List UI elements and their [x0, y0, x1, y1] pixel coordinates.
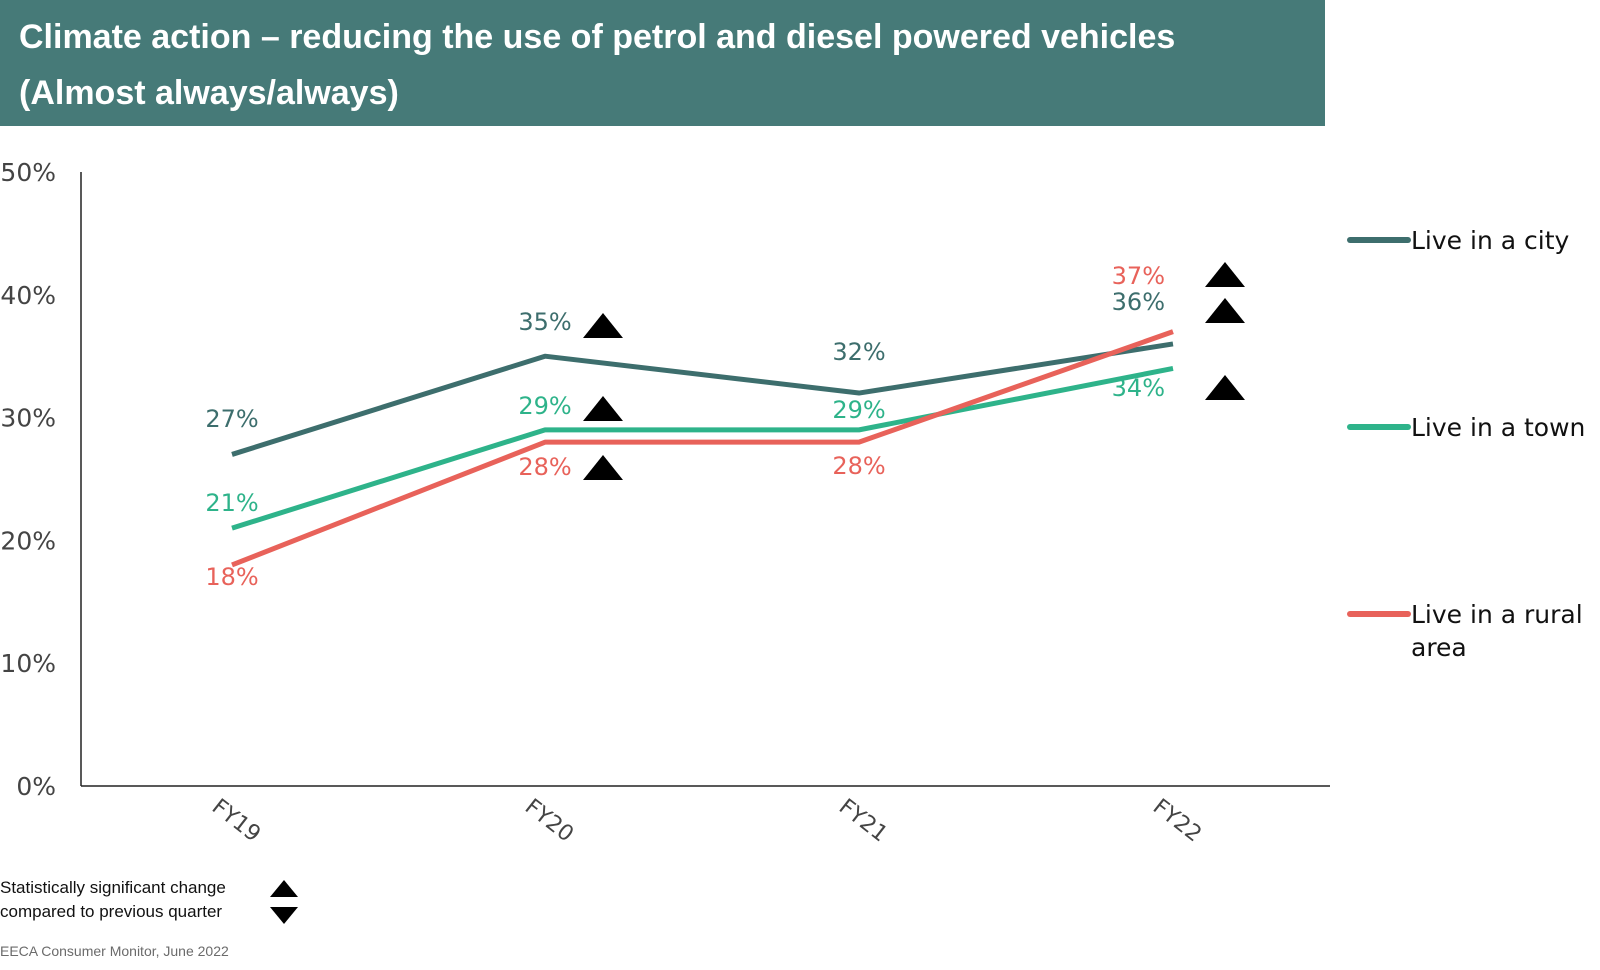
- data-label: 37%: [1112, 262, 1165, 290]
- data-label: 35%: [518, 308, 571, 336]
- legend-label: Live in a city: [1411, 226, 1569, 255]
- legend-label: area: [1411, 633, 1467, 662]
- data-label: 29%: [832, 396, 885, 424]
- data-label: 32%: [832, 338, 885, 366]
- x-tick-label: FY21: [834, 794, 892, 847]
- data-label: 27%: [205, 405, 258, 433]
- y-tick-label: 30%: [0, 404, 56, 433]
- chart-title: Climate action – reducing the use of pet…: [19, 18, 1176, 56]
- source-note: EECA Consumer Monitor, June 2022: [0, 943, 229, 959]
- series-line-0: [231, 341, 1174, 457]
- y-tick-label: 40%: [0, 281, 56, 310]
- x-tick-label: FY19: [207, 794, 265, 847]
- data-label: 28%: [518, 453, 571, 481]
- y-tick-label: 20%: [0, 526, 56, 555]
- significance-up-icon: [583, 455, 623, 480]
- significance-up-icon: [1205, 298, 1245, 323]
- series-line-1: [231, 366, 1174, 531]
- legend-label: Live in a town: [1411, 413, 1585, 442]
- y-tick-label: 0%: [16, 772, 56, 801]
- x-tick-label: FY22: [1148, 794, 1206, 847]
- data-label: 36%: [1112, 288, 1165, 316]
- data-label: 18%: [205, 563, 258, 591]
- significance-note-line-1: Statistically significant change: [0, 878, 226, 897]
- significance-note-line-2: compared to previous quarter: [0, 902, 223, 921]
- data-label: 29%: [518, 392, 571, 420]
- series-line-2: [231, 329, 1174, 568]
- title-banner: Climate action – reducing the use of pet…: [0, 0, 1325, 126]
- y-tick-label: 10%: [0, 649, 56, 678]
- chart-subtitle: (Almost always/always): [19, 74, 399, 112]
- significance-up-icon: [583, 313, 623, 338]
- significance-up-icon: [583, 396, 623, 421]
- x-tick-label: FY20: [520, 794, 578, 847]
- significance-up-icon: [1205, 262, 1245, 287]
- y-tick-label: 50%: [0, 158, 56, 187]
- data-label: 21%: [205, 489, 258, 517]
- legend-label: Live in a rural: [1411, 600, 1583, 629]
- data-label: 28%: [832, 452, 885, 480]
- significance-down-icon: [270, 907, 298, 924]
- significance-up-icon: [270, 880, 298, 897]
- data-label: 34%: [1112, 374, 1165, 402]
- significance-up-icon: [1205, 375, 1245, 400]
